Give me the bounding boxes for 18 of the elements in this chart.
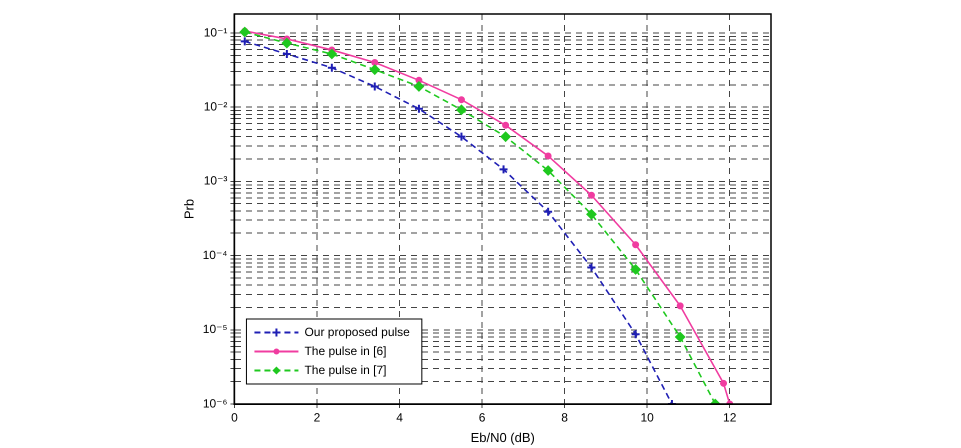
x-tick-label: 12: [723, 410, 737, 425]
y-axis-title: Prb: [181, 198, 196, 220]
x-tick-label: 0: [231, 410, 238, 425]
x-tick-label: 2: [314, 410, 321, 425]
y-tick-label: 10⁻³: [204, 174, 228, 188]
legend-label: The pulse in [7]: [304, 362, 386, 377]
y-tick-label: 10⁻²: [204, 99, 228, 114]
x-axis-title: Eb/N0 (dB): [470, 430, 535, 445]
x-tick-label: 8: [561, 410, 568, 425]
x-tick-label: 6: [478, 410, 486, 425]
y-tick-label: 10⁻¹: [204, 25, 228, 40]
y-tick-label: 10⁻⁴: [202, 248, 228, 262]
legend-label: The pulse in [6]: [304, 344, 386, 358]
x-tick-label: 10: [640, 410, 654, 425]
y-tick-label: 10⁻⁶: [202, 396, 228, 410]
y-tick-label: 10⁻⁵: [202, 322, 228, 336]
legend-label: Our proposed pulse: [304, 324, 410, 339]
x-tick-label: 4: [396, 410, 404, 425]
